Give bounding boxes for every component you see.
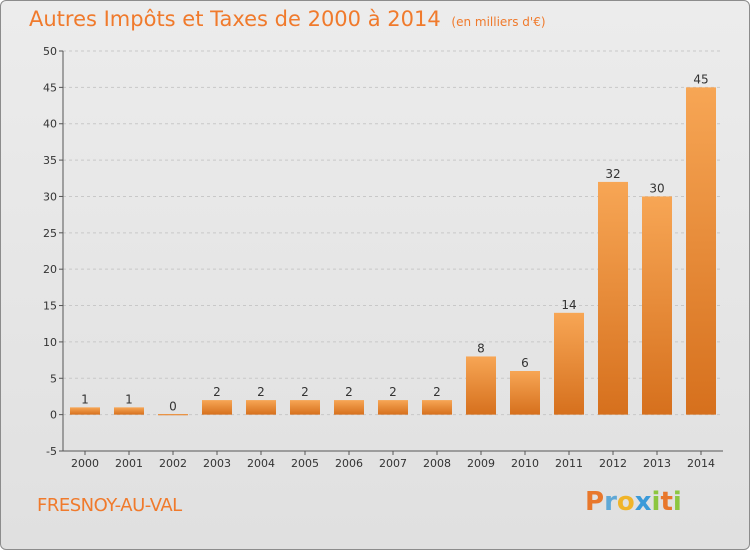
bar-layer xyxy=(70,87,716,416)
x-tick-label: 2012 xyxy=(599,457,627,470)
bar-value-label: 30 xyxy=(649,181,664,195)
proxiti-logo: Proxiti xyxy=(585,487,682,517)
bar xyxy=(246,400,276,415)
y-tick-label: 10 xyxy=(43,336,57,349)
bar-value-label: 2 xyxy=(213,385,221,399)
bar xyxy=(642,196,672,415)
bar xyxy=(422,400,452,415)
bar xyxy=(466,356,496,415)
x-tick-label: 2014 xyxy=(687,457,715,470)
commune-name: FRESNOY-AU-VAL xyxy=(37,495,182,516)
x-tick-label: 2008 xyxy=(423,457,451,470)
logo-letter: i xyxy=(672,487,682,517)
bar xyxy=(598,181,628,415)
bar-value-label: 0 xyxy=(169,400,177,414)
bar xyxy=(158,414,188,416)
bar-value-label: 1 xyxy=(125,392,133,406)
x-tick-label: 2011 xyxy=(555,457,583,470)
x-tick-label: 2000 xyxy=(71,457,99,470)
bar-value-label: 14 xyxy=(561,298,576,312)
bar xyxy=(70,407,100,415)
x-tick-label: 2007 xyxy=(379,457,407,470)
x-tick-label: 2001 xyxy=(115,457,143,470)
logo-letter: x xyxy=(634,487,652,517)
x-tick-label: 2013 xyxy=(643,457,671,470)
bar-value-label: 8 xyxy=(477,341,485,355)
logo-letter: r xyxy=(604,487,617,517)
x-tick-label: 2005 xyxy=(291,457,319,470)
bar xyxy=(510,371,540,415)
logo-letter: o xyxy=(616,487,635,517)
bar-value-label: 32 xyxy=(605,167,620,181)
bar xyxy=(378,400,408,415)
y-tick-label: 40 xyxy=(43,118,57,131)
logo-letter: t xyxy=(660,487,673,517)
x-tick-label: 2004 xyxy=(247,457,275,470)
bar-value-label: 2 xyxy=(345,385,353,399)
logo-letter: P xyxy=(585,487,605,517)
bar xyxy=(334,400,364,415)
y-tick-label: -5 xyxy=(46,445,57,458)
bar xyxy=(202,400,232,415)
y-tick-label: 5 xyxy=(50,372,57,385)
bar-value-label: 2 xyxy=(257,385,265,399)
y-tick-label: 20 xyxy=(43,263,57,276)
x-tick-label: 2009 xyxy=(467,457,495,470)
chart-unit-label: (en milliers d'€) xyxy=(451,15,546,29)
bar xyxy=(290,400,320,415)
bar-value-label: 2 xyxy=(301,385,309,399)
bar-value-label: 2 xyxy=(433,385,441,399)
x-tick-label: 2010 xyxy=(511,457,539,470)
y-tick-label: 15 xyxy=(43,300,57,313)
bar xyxy=(114,407,144,415)
x-tick-label: 2002 xyxy=(159,457,187,470)
y-tick-label: 25 xyxy=(43,227,57,240)
bar-value-label: 6 xyxy=(521,356,529,370)
x-tick-label: 2006 xyxy=(335,457,363,470)
bar-value-label: 2 xyxy=(389,385,397,399)
y-tick-label: 35 xyxy=(43,154,57,167)
logo-letter: i xyxy=(651,487,661,517)
label-layer: 1 1 0 2 2 2 2 2 2 8 6 14 32 30 45 xyxy=(81,72,708,413)
y-tick-label: 45 xyxy=(43,81,57,94)
chart-title-text: Autres Impôts et Taxes de 2000 à 2014 xyxy=(29,7,441,31)
bar xyxy=(686,87,716,415)
bar-value-label: 45 xyxy=(693,72,708,86)
x-tick-label: 2003 xyxy=(203,457,231,470)
bar-value-label: 1 xyxy=(81,392,89,406)
chart-title: Autres Impôts et Taxes de 2000 à 2014 (e… xyxy=(29,7,546,31)
bar xyxy=(554,312,584,415)
y-tick-label: 30 xyxy=(43,190,57,203)
y-tick-label: 50 xyxy=(43,45,57,58)
y-tick-label: 0 xyxy=(50,409,57,422)
